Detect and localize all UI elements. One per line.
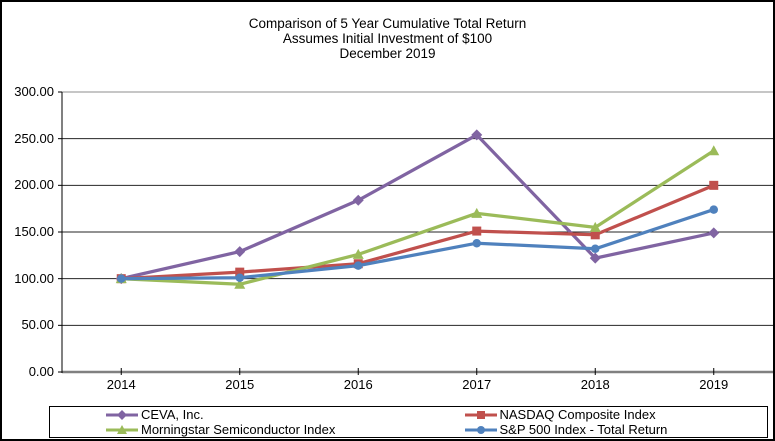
chart-title-line1: Comparison of 5 Year Cumulative Total Re… <box>248 16 527 31</box>
chart-title-line2: Assumes Initial Investment of $100 <box>282 31 493 46</box>
legend-item-s-p-500-index-total-return: S&P 500 Index - Total Return <box>409 422 768 437</box>
series-marker-s-p-500-index-total-return <box>591 244 600 254</box>
series-marker-nasdaq-composite-index <box>590 230 600 240</box>
x-tick-label-2014: 2014 <box>106 377 136 392</box>
series-marker-morningstar-semiconductor-index <box>234 278 246 289</box>
series-line-nasdaq-composite-index <box>119 183 716 281</box>
y-tick-label: 250.00 <box>14 130 54 146</box>
series-marker-s-p-500-index-total-return <box>354 261 363 270</box>
series-marker-s-p-500-index-total-return <box>709 205 718 214</box>
x-tick-label-2017: 2017 <box>462 377 492 392</box>
y-tick-label: 150.00 <box>14 224 54 239</box>
triangle-marker-icon <box>105 424 139 436</box>
legend-item-nasdaq-composite-index: NASDAQ Composite Index <box>409 407 768 422</box>
series-marker-s-p-500-index-total-return <box>472 238 481 248</box>
series-marker-morningstar-semiconductor-index <box>708 145 720 156</box>
y-tick-label: 200.00 <box>14 177 54 193</box>
x-tick-label-2016: 2016 <box>343 377 373 392</box>
square-marker-icon <box>464 409 498 421</box>
series-marker-ceva-inc <box>352 194 364 206</box>
series-marker-s-p-500-index-total-return <box>235 273 244 282</box>
legend-label: CEVA, Inc. <box>141 407 204 422</box>
y-tick-label: 300.00 <box>14 84 54 99</box>
series-marker-morningstar-semiconductor-index <box>471 207 483 218</box>
series-marker-ceva-inc <box>234 246 246 258</box>
y-tick-label: 50.00 <box>21 317 54 333</box>
series-line-morningstar-semiconductor-index <box>119 149 716 286</box>
x-tick-label-2015: 2015 <box>225 377 255 392</box>
series-marker-s-p-500-index-total-return <box>117 274 126 283</box>
legend-label: Morningstar Semiconductor Index <box>141 422 336 437</box>
series-marker-morningstar-semiconductor-index <box>352 248 364 259</box>
series-line-s-p-500-index-total-return <box>119 207 716 281</box>
legend-item-morningstar-semiconductor-index: Morningstar Semiconductor Index <box>50 422 409 437</box>
y-tick-label: 0.00 <box>28 364 54 379</box>
series-marker-ceva-inc <box>471 129 483 141</box>
series-marker-ceva-inc <box>708 227 720 239</box>
series-marker-nasdaq-composite-index <box>472 226 482 236</box>
legend-label: NASDAQ Composite Index <box>499 407 656 422</box>
diamond-marker-icon <box>105 409 139 421</box>
legend-item-ceva-inc: CEVA, Inc. <box>50 407 409 422</box>
chart-title: Comparison of 5 Year Cumulative Total Re… <box>2 16 773 61</box>
legend-label: S&P 500 Index - Total Return <box>499 422 668 437</box>
circle-marker-icon <box>464 424 498 436</box>
series-line-ceva-inc <box>119 133 716 281</box>
series-marker-morningstar-semiconductor-index <box>589 221 601 232</box>
chart-title-line3: December 2019 <box>339 46 436 61</box>
series-marker-ceva-inc <box>589 252 601 264</box>
legend: CEVA, Inc. NASDAQ Composite Index Mornings… <box>49 406 768 438</box>
y-tick-label: 100.00 <box>14 270 54 286</box>
series-marker-nasdaq-composite-index <box>709 180 719 190</box>
x-tick-label-2018: 2018 <box>580 377 610 392</box>
series-marker-nasdaq-composite-index <box>235 267 245 277</box>
x-tick-label-2019: 2019 <box>699 377 729 392</box>
